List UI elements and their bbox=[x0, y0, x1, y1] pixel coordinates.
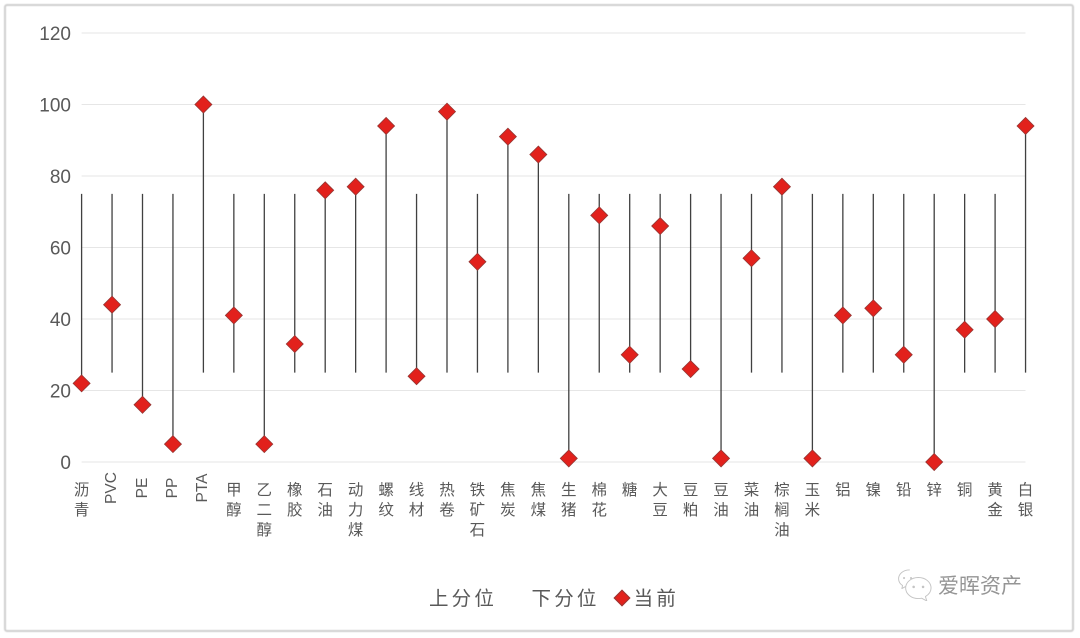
svg-text:100: 100 bbox=[39, 96, 71, 117]
svg-text:0: 0 bbox=[60, 453, 71, 474]
svg-text:40: 40 bbox=[50, 310, 71, 331]
svg-text:20: 20 bbox=[50, 382, 71, 403]
svg-text:60: 60 bbox=[50, 239, 71, 260]
svg-text:80: 80 bbox=[50, 167, 71, 188]
svg-text:120: 120 bbox=[39, 24, 71, 45]
